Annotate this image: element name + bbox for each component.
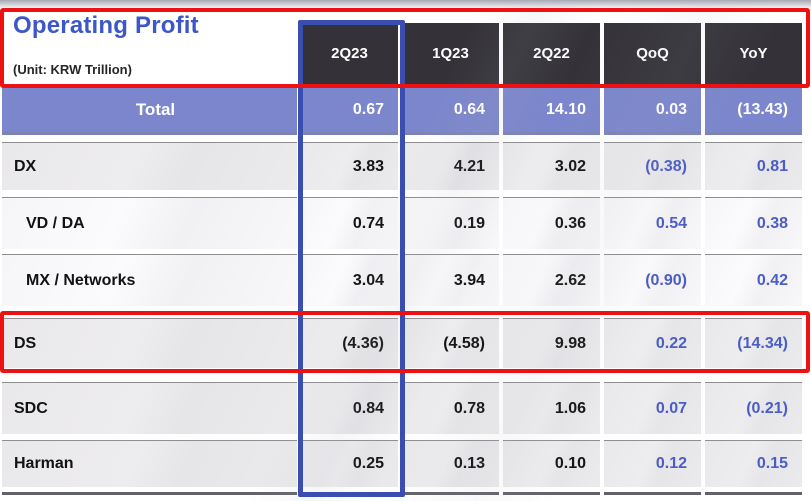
value-cell: 0.25 [301, 440, 398, 487]
value-cell: 0.67 [301, 88, 398, 135]
value-cell: 0.74 [301, 197, 398, 249]
table-row-vd-da: VD / DA 0.74 0.19 0.36 0.54 0.38 [2, 197, 802, 249]
value-cell: 0.78 [402, 382, 499, 434]
page-title: Operating Profit [13, 12, 199, 39]
value-cell: 0.12 [604, 440, 701, 487]
value-cell: 0.07 [604, 382, 701, 434]
value-cell: (0.38) [604, 142, 701, 190]
value-cell: 0.15 [705, 440, 802, 487]
value-cell: 0.10 [503, 440, 600, 487]
value-cell: 0.03 [604, 88, 701, 135]
value-cell: 3.83 [301, 142, 398, 190]
bottom-border-segment [604, 492, 701, 495]
top-gradient-band [0, 0, 811, 9]
value-cell: (0.21) [705, 382, 802, 434]
value-cell: 0.42 [705, 254, 802, 306]
table-bottom-border [2, 492, 802, 495]
value-cell: (4.58) [402, 318, 499, 368]
value-cell: (13.43) [705, 88, 802, 135]
value-cell: 0.81 [705, 142, 802, 190]
column-header-2q23: 2Q23 [301, 23, 398, 84]
bottom-border-segment [402, 492, 499, 495]
value-cell: 9.98 [503, 318, 600, 368]
unit-note: (Unit: KRW Trillion) [13, 62, 132, 77]
row-label: Harman [2, 440, 297, 487]
bottom-border-segment [301, 492, 398, 495]
table-row-total: Total 0.67 0.64 14.10 0.03 (13.43) [2, 88, 802, 135]
column-header-yoy: YoY [705, 23, 802, 84]
table-row-sdc: SDC 0.84 0.78 1.06 0.07 (0.21) [2, 382, 802, 434]
column-header-qoq: QoQ [604, 23, 701, 84]
row-label: VD / DA [2, 197, 297, 249]
row-label: DX [2, 142, 297, 190]
value-cell: (0.90) [604, 254, 701, 306]
table-row-ds: DS (4.36) (4.58) 9.98 0.22 (14.34) [2, 318, 802, 368]
title-cell: Operating Profit (Unit: KRW Trillion) [4, 12, 296, 85]
value-cell: 0.19 [402, 197, 499, 249]
value-cell: 2.62 [503, 254, 600, 306]
value-cell: 0.22 [604, 318, 701, 368]
value-cell: 14.10 [503, 88, 600, 135]
value-cell: 3.94 [402, 254, 499, 306]
value-cell: 3.02 [503, 142, 600, 190]
value-cell: 0.36 [503, 197, 600, 249]
value-cell: 4.21 [402, 142, 499, 190]
bottom-border-segment [705, 492, 802, 495]
bottom-border-segment [503, 492, 600, 495]
value-cell: (14.34) [705, 318, 802, 368]
row-label: MX / Networks [2, 254, 297, 306]
bottom-border-segment [2, 492, 297, 495]
column-header-1q23: 1Q23 [402, 23, 499, 84]
value-cell: 1.06 [503, 382, 600, 434]
table-row-harman: Harman 0.25 0.13 0.10 0.12 0.15 [2, 440, 802, 487]
value-cell: 3.04 [301, 254, 398, 306]
header-row: 2Q23 1Q23 2Q22 QoQ YoY [2, 23, 802, 84]
row-label: Total [2, 88, 297, 135]
value-cell: 0.13 [402, 440, 499, 487]
value-cell: 0.84 [301, 382, 398, 434]
row-label: DS [2, 318, 297, 368]
table-row-dx: DX 3.83 4.21 3.02 (0.38) 0.81 [2, 142, 802, 190]
row-label: SDC [2, 382, 297, 434]
value-cell: (4.36) [301, 318, 398, 368]
column-header-2q22: 2Q22 [503, 23, 600, 84]
value-cell: 0.38 [705, 197, 802, 249]
value-cell: 0.64 [402, 88, 499, 135]
value-cell: 0.54 [604, 197, 701, 249]
table-row-mx-networks: MX / Networks 3.04 3.94 2.62 (0.90) 0.42 [2, 254, 802, 306]
